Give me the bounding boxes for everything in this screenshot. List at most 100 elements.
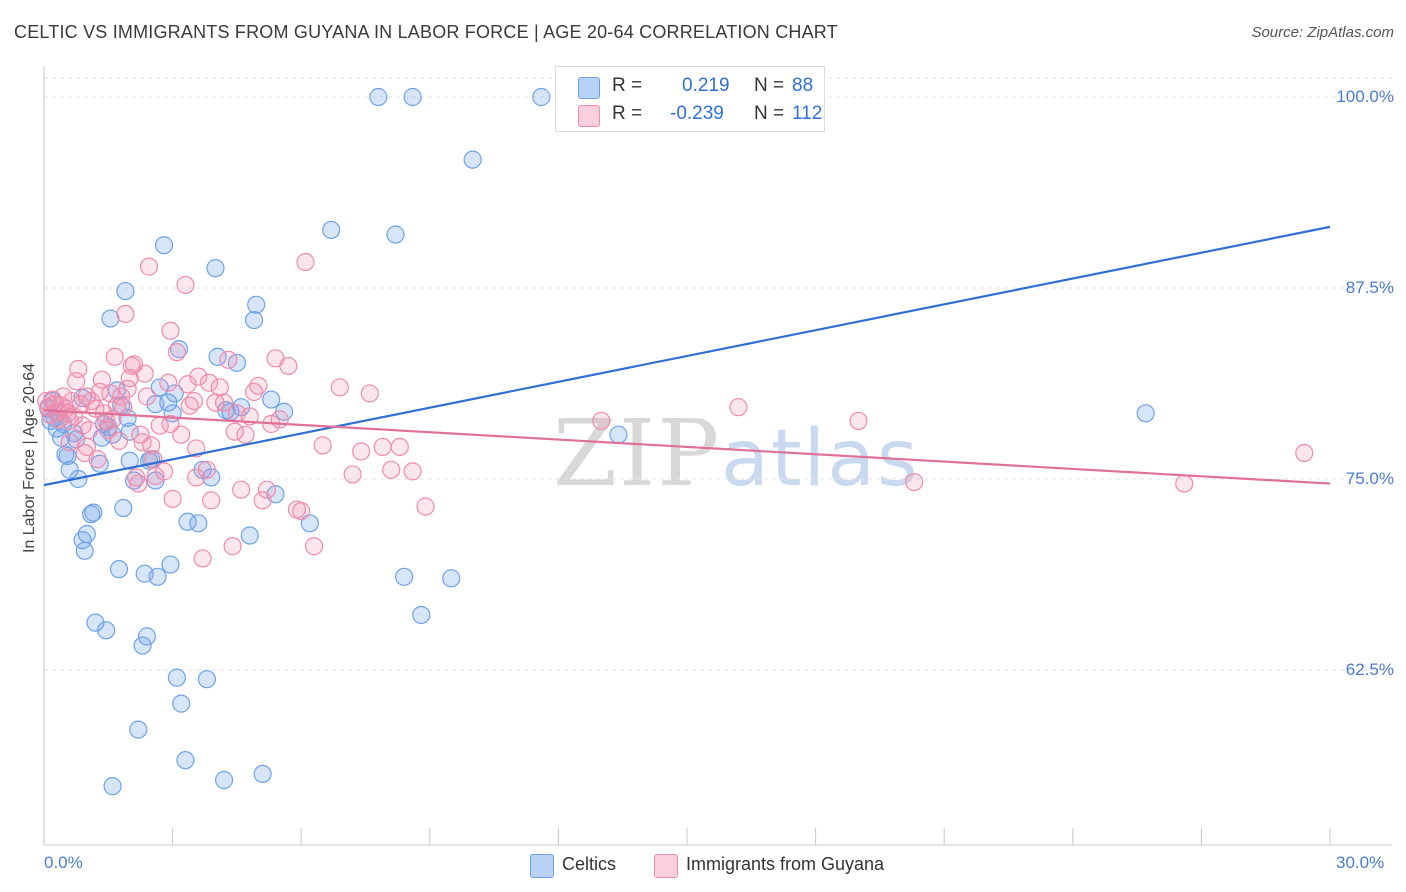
celtics-point [75, 541, 94, 560]
celtics-trend-line [43, 225, 1331, 487]
celtics-point [133, 636, 152, 655]
guyana-point [92, 370, 111, 389]
guyana-point [88, 450, 107, 469]
guyana-point [360, 384, 379, 403]
guyana-point [139, 257, 159, 276]
celtics-point [129, 720, 148, 739]
stats-legend: R = 0.219 N = 88 R = -0.239 N = 112 [555, 66, 825, 132]
guyana-point [253, 491, 272, 510]
celtics-point [253, 764, 272, 784]
celtics-point [403, 87, 422, 107]
guyana-point [249, 376, 268, 395]
legend-swatch-celtics [578, 77, 600, 99]
guyana-point [403, 462, 422, 481]
guyana-point [163, 489, 182, 508]
guyana-point [129, 474, 148, 493]
guyana-point [172, 425, 191, 444]
guyana-point [236, 425, 255, 444]
guyana-point [197, 460, 216, 479]
celtics-point [165, 384, 184, 403]
legend-n-value-guyana: 112 [792, 103, 823, 124]
guyana-point [390, 437, 409, 457]
guyana-point [330, 378, 349, 397]
celtics-point [116, 281, 135, 301]
guyana-point [592, 411, 611, 431]
legend-r-label: R = [612, 103, 643, 124]
y-tick-label-87-5: 87.5% [1345, 278, 1394, 297]
guyana-point [116, 304, 135, 324]
guyana-point [279, 356, 298, 376]
celtics-point [244, 310, 264, 330]
celtics-point [118, 408, 137, 427]
guyana-point [159, 373, 178, 392]
celtics-point [532, 87, 551, 107]
guyana-point [154, 462, 174, 481]
celtics-point [58, 446, 77, 466]
guyana-point [184, 391, 204, 411]
celtics-point [240, 526, 259, 545]
guyana-point [146, 466, 165, 486]
legend-r-value-celtics: 0.219 [682, 75, 730, 96]
x-tick-label-min: 0.0% [44, 853, 83, 872]
celtics-point [84, 503, 103, 522]
guyana-point [176, 275, 195, 295]
guyana-point [223, 537, 242, 556]
guyana-point [189, 367, 208, 386]
celtics-point [176, 751, 195, 770]
celtics-point [262, 390, 281, 409]
celtics-point [77, 524, 96, 544]
guyana-point [849, 411, 868, 431]
celtics-point [322, 220, 341, 240]
celtics-point [208, 347, 227, 366]
celtics-point [609, 425, 628, 444]
legend-n-label: N = [754, 75, 785, 96]
guyana-point [292, 501, 311, 521]
guyana-point [270, 410, 289, 429]
guyana-point [296, 252, 315, 272]
guyana-point [193, 549, 212, 568]
guyana-point [1175, 474, 1194, 493]
legend-r-value-guyana: -0.239 [670, 103, 724, 124]
guyana-point [167, 343, 186, 362]
guyana-point [304, 537, 324, 556]
legend-n-value-celtics: 88 [792, 75, 814, 96]
guyana-trend-line [43, 409, 1331, 485]
celtics-point [394, 567, 414, 586]
chart-title: CELTIC VS IMMIGRANTS FROM GUYANA IN LABO… [14, 22, 838, 42]
guyana-point [382, 460, 401, 479]
legend-label-celtics: Celtics [562, 854, 617, 874]
celtics-point [154, 236, 174, 255]
celtics-point [386, 225, 405, 244]
celtics-point [206, 259, 225, 278]
celtics-point [369, 87, 388, 107]
source-label: Source: ZipAtlas.com [1251, 24, 1394, 41]
legend-swatch-guyana [578, 105, 600, 127]
guyana-point [240, 407, 259, 426]
guyana-point [161, 414, 180, 434]
legend-n-label: N = [754, 103, 785, 124]
celtics-point [109, 560, 129, 579]
celtics-point [193, 460, 212, 479]
celtics-point [189, 514, 208, 533]
celtics-point [247, 295, 266, 314]
guyana-point [135, 364, 154, 383]
guyana-point [114, 398, 133, 417]
guyana-point [202, 491, 221, 510]
guyana-point [313, 436, 332, 455]
guyana-point [77, 387, 96, 406]
guyana-point [257, 480, 277, 499]
celtics-point [167, 668, 186, 687]
x-tick-label-max: 30.0% [1336, 853, 1385, 872]
celtics-point [442, 569, 461, 588]
celtics-point [101, 309, 120, 328]
celtics-point [172, 694, 191, 713]
guyana-point [232, 480, 251, 499]
celtics-point [137, 627, 156, 646]
guyana-point [69, 359, 88, 379]
trend-lines [43, 225, 1331, 487]
legend-label-guyana: Immigrants from Guyana [686, 854, 885, 874]
guyana-point [373, 437, 392, 457]
y-tick-label-75: 75.0% [1345, 469, 1394, 488]
guyana-point [137, 387, 156, 406]
